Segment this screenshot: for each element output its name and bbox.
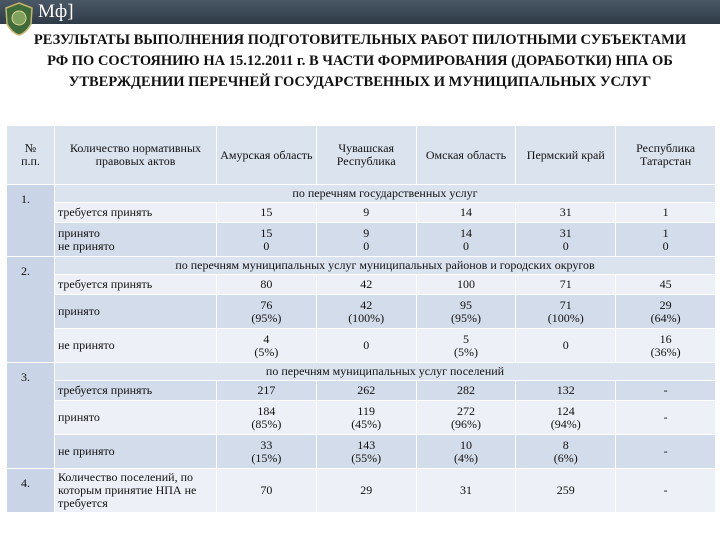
table-body: 1. по перечням государственных услуг требу… [6,184,716,513]
cell-value: 1 0 [615,222,716,257]
header-row: № п.п. Количество нормативных правовых ак… [6,125,716,185]
cell-value: 70 [216,468,317,513]
cell-value: 95 (95%) [415,294,517,329]
data-row: принято 76 (95%) 42 (100%) 95 (95%) 71 (100%… [7,294,716,329]
section-row: 3. по перечням муниципальных услуг поселе… [6,362,716,469]
cell-value: 71 (100%) [515,294,617,329]
section-heading: по перечням государственных услуг [54,184,716,203]
cell-value: 8 (6%) [515,434,617,469]
cell-value: 9 [315,202,417,223]
cell-value: 42 (100%) [315,294,417,329]
cell-value: 262 [315,380,417,401]
row-label: принято [54,294,217,329]
logo [5,2,33,36]
row-number: 1. [6,184,55,257]
row-label: требуется принять [54,202,217,223]
cell-value: 143 (55%) [315,434,417,469]
cell-value: 184 (85%) [216,400,317,435]
column-header: Омская область [415,125,517,185]
cell-value: 272 (96%) [415,400,517,435]
cell-value: 31 [415,468,517,513]
cell-value: 45 [615,274,716,295]
row-number: 2. [6,256,55,363]
cell-value: 15 [216,202,317,223]
cell-value: - [615,380,716,401]
cell-value: 16 (36%) [615,328,716,363]
data-row: 4. Количество поселений, по которым приня… [6,468,716,513]
cell-value: 124 (94%) [515,400,617,435]
cell-value: 1 [615,202,716,223]
top-bar [0,0,720,24]
section-row: 1. по перечням государственных услуг [6,184,716,257]
row-label: принято [54,400,217,435]
cell-value: 76 (95%) [216,294,317,329]
column-header: Количество нормативных правовых актов [54,125,217,185]
column-header: Амурская область [216,125,317,185]
data-row: требуется принять 217 262 282 132- [7,380,716,401]
cell-value: 5 (5%) [415,328,517,363]
row-number: 3. [6,362,55,469]
slide-title: РЕЗУЛЬТАТЫ ВЫПОЛНЕНИЯ ПОДГОТОВИТЕЛЬНЫХ Р… [33,32,687,90]
cell-value: 282 [415,380,517,401]
row-label: требуется принять [54,380,217,401]
cell-value: 29 [315,468,417,513]
cell-value: 9 0 [315,222,417,257]
cell-value: 31 [515,202,617,223]
data-row: требуется принять 80 42 100 71 45 [7,274,716,295]
data-row: не принято 4 (5%) 0 5 (5%) 0 16 (36%) [7,328,716,363]
results-table: № п.п. Количество нормативных правовых ак… [6,125,716,513]
data-row: требуется принять 15 9 14 31 1 [7,202,716,223]
cell-value: 14 0 [415,222,517,257]
cell-value: 71 [515,274,617,295]
cell-value: 119 (45%) [315,400,417,435]
cell-value: 4 (5%) [216,328,317,363]
cell-value: 100 [415,274,517,295]
cell-value: 10 (4%) [415,434,517,469]
cell-value: - [615,434,716,469]
row-label: не принято [54,434,217,469]
brand: Мф] [38,1,74,22]
cell-value: 14 [415,202,517,223]
cell-value: 42 [315,274,417,295]
cell-value: 217 [216,380,317,401]
row-label: Количество поселений, по которым приняти… [54,468,217,513]
cell-value: - [615,468,716,513]
section-row: 2. по перечням муниципальных услуг муници… [6,256,716,363]
cell-value: 132 [515,380,617,401]
column-header: Республика Татарстан [615,125,716,185]
row-number: 4. [6,468,55,513]
cell-value: 15 0 [216,222,317,257]
cell-value: - [615,400,716,435]
section-heading: по перечням муниципальных услуг поселени… [54,362,716,381]
section-heading: по перечням муниципальных услуг муниципа… [54,256,716,275]
cell-value: 29 (64%) [615,294,716,329]
row-label: требуется принять [54,274,217,295]
column-header: № п.п. [6,125,55,185]
cell-value: 80 [216,274,317,295]
data-row: принято 184 (85%) 119 (45%) 272 (96%) 124 (9… [7,400,716,435]
column-header: Пермский край [515,125,617,185]
row-label: не принято [54,328,217,363]
data-row: не принято 33 (15%) 143 (55%) 10 (4%) 8 (6%)… [7,434,716,469]
cell-value: 0 [515,328,617,363]
column-header: Чувашская Республика [315,125,417,185]
cell-value: 31 0 [515,222,617,257]
cell-value: 33 (15%) [216,434,317,469]
cell-value: 0 [315,328,417,363]
row-label: принято не принято [54,222,217,257]
cell-value: 259 [515,468,617,513]
